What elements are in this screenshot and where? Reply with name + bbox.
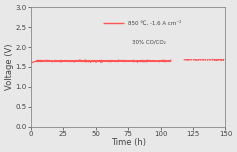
Y-axis label: Voltage (V): Voltage (V) xyxy=(5,44,14,90)
Text: 30% CO/CO₂: 30% CO/CO₂ xyxy=(132,39,166,44)
Text: 850 ℃, -1.6 A cm⁻²: 850 ℃, -1.6 A cm⁻² xyxy=(128,20,182,26)
X-axis label: Time (h): Time (h) xyxy=(110,138,146,147)
